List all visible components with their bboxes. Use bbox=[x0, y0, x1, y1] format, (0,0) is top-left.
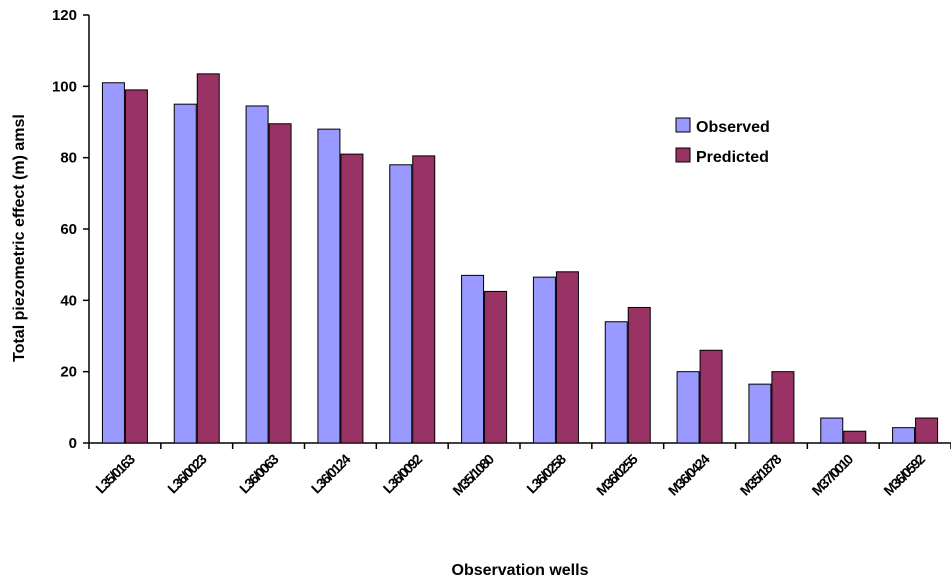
bar-observed-8 bbox=[676, 371, 700, 444]
bar-predicted-9 bbox=[771, 371, 795, 444]
x-tick-label: M37/0010 bbox=[809, 451, 857, 499]
legend: Observed Predicted bbox=[675, 117, 770, 166]
y-tick-label: 100 bbox=[52, 78, 77, 95]
bar-predicted-6 bbox=[555, 271, 579, 444]
legend-swatch-observed bbox=[675, 117, 691, 133]
bar-observed-1 bbox=[173, 103, 197, 444]
x-tick-label: M36/0592 bbox=[880, 451, 928, 499]
bar-predicted-7 bbox=[627, 306, 651, 444]
y-tick-label: 40 bbox=[60, 292, 77, 309]
plot-area: 0 20 40 60 80 100 120 L35/0163 L36/0023 L36/0063 L… bbox=[52, 7, 951, 499]
bar-observed-2 bbox=[245, 105, 269, 444]
x-axis-title: Observation wells bbox=[452, 562, 589, 579]
bar-predicted-11 bbox=[915, 417, 939, 444]
bar-observed-4 bbox=[389, 164, 413, 444]
y-tick-label: 80 bbox=[60, 150, 77, 167]
legend-label-predicted: Predicted bbox=[696, 149, 769, 166]
bar-predicted-2 bbox=[268, 123, 292, 444]
x-tick-label: L36/0063 bbox=[236, 451, 282, 497]
bar-predicted-3 bbox=[340, 153, 364, 444]
legend-label-observed: Observed bbox=[696, 119, 770, 136]
legend-swatch-predicted bbox=[675, 147, 691, 163]
x-tick-label: L35/0163 bbox=[92, 451, 138, 497]
bar-predicted-10 bbox=[843, 430, 867, 444]
x-tick-label: M35/1878 bbox=[737, 451, 785, 499]
bar-observed-9 bbox=[748, 383, 772, 444]
bar-observed-10 bbox=[820, 417, 844, 444]
bar-observed-6 bbox=[532, 276, 556, 444]
y-tick-label: 120 bbox=[52, 7, 77, 24]
bar-predicted-8 bbox=[699, 349, 723, 444]
x-tick-label: L36/0092 bbox=[380, 451, 426, 497]
bar-predicted-5 bbox=[484, 290, 508, 444]
bar-predicted-0 bbox=[124, 89, 148, 444]
bar-predicted-1 bbox=[196, 73, 220, 444]
x-tick-label: L36/0023 bbox=[164, 451, 210, 497]
x-tick-label: M36/0424 bbox=[665, 451, 713, 499]
y-tick-label: 60 bbox=[60, 221, 77, 238]
bar-observed-5 bbox=[461, 274, 485, 444]
y-tick-label: 0 bbox=[69, 435, 77, 452]
bar-observed-7 bbox=[604, 321, 628, 444]
bar-observed-11 bbox=[892, 427, 916, 444]
x-tick-label: M35/1080 bbox=[449, 451, 497, 499]
x-tick-label: M36/0255 bbox=[593, 451, 641, 499]
bar-observed-0 bbox=[101, 82, 125, 444]
y-tick-label: 20 bbox=[60, 364, 77, 381]
x-tick-label: L36/0258 bbox=[523, 451, 569, 497]
x-tick-label: L36/0124 bbox=[308, 451, 354, 497]
bar-predicted-4 bbox=[412, 155, 436, 444]
y-axis-title: Total piezometric effect (m) amsl bbox=[11, 114, 28, 362]
bar-observed-3 bbox=[317, 128, 341, 444]
